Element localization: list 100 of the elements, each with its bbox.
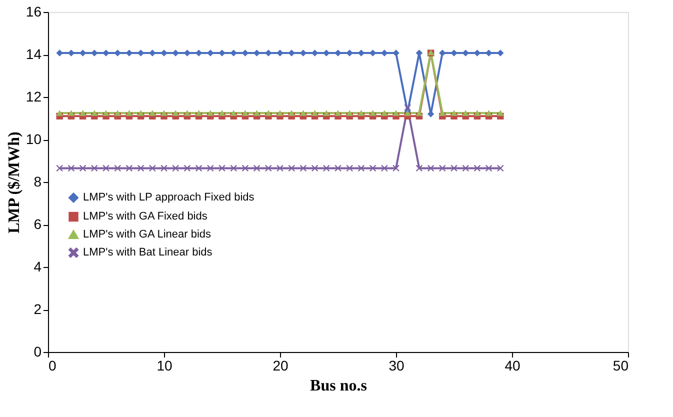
point (56, 110, 63, 116)
point (230, 164, 237, 172)
point (102, 164, 110, 172)
legend-label: LMP's with Bat Linear bids (83, 246, 213, 259)
legend-label: LMP's with GA Fixed bids (83, 210, 208, 223)
point (265, 50, 272, 56)
point (450, 110, 458, 116)
point (392, 50, 400, 56)
point (497, 110, 504, 116)
point (288, 110, 295, 116)
point (172, 50, 179, 56)
point (300, 110, 307, 116)
y-axis-title: LMP ($/MWh) (6, 132, 23, 234)
y-tick-label: 4 (34, 258, 42, 274)
y-tick-label: 2 (34, 301, 42, 317)
x-tick-label: 10 (156, 358, 172, 374)
point (160, 164, 168, 172)
point (79, 110, 86, 116)
point (346, 164, 353, 172)
point (381, 110, 388, 116)
point (102, 50, 110, 56)
point (160, 50, 168, 56)
y-tick-label: 0 (34, 344, 42, 360)
legend-label: LMP's with LP approach Fixed bids (83, 192, 255, 204)
point (439, 110, 446, 116)
point (91, 50, 98, 56)
point (462, 110, 469, 116)
point (218, 50, 226, 56)
point (149, 164, 156, 172)
y-tick-label: 14 (26, 46, 42, 62)
point (276, 110, 284, 116)
y-tick-label: 16 (26, 4, 42, 20)
point (276, 50, 284, 56)
point (230, 110, 237, 116)
x-tick-label: 30 (388, 358, 404, 374)
y-tick-label: 12 (26, 88, 42, 104)
point (381, 50, 388, 56)
point (497, 164, 504, 172)
point (184, 110, 191, 116)
point (334, 110, 342, 116)
point (404, 104, 411, 111)
point (358, 110, 365, 116)
point (114, 164, 121, 172)
point (160, 110, 168, 116)
y-tick-label: 8 (34, 174, 42, 190)
point (381, 164, 388, 172)
point (56, 50, 63, 56)
point (462, 50, 469, 56)
x-tick-label: 50 (612, 358, 629, 374)
x-axis-title: Bus no.s (310, 378, 367, 394)
point (218, 164, 226, 172)
point (149, 110, 156, 116)
point (474, 110, 481, 116)
point (114, 110, 121, 116)
point (172, 164, 179, 172)
point (253, 110, 260, 116)
point (207, 110, 214, 116)
point (265, 110, 272, 116)
point (114, 50, 121, 56)
point (230, 50, 237, 56)
point (265, 164, 272, 172)
point (126, 110, 133, 116)
point (416, 110, 423, 116)
point (439, 50, 446, 56)
point (149, 50, 156, 56)
y-tick-label: 10 (26, 131, 42, 147)
point (102, 110, 110, 116)
point (288, 164, 295, 172)
point (346, 110, 353, 116)
point (346, 50, 353, 56)
point (207, 50, 214, 56)
point (91, 164, 98, 172)
point (56, 164, 63, 172)
point (242, 110, 249, 116)
point (311, 110, 318, 116)
point (450, 164, 458, 172)
point (323, 50, 330, 56)
point (334, 50, 342, 56)
point (137, 110, 144, 116)
x-tick-label: 40 (504, 358, 520, 374)
point (485, 110, 492, 116)
point (276, 164, 284, 172)
point (91, 110, 98, 116)
legend-label: LMP's with GA Linear bids (83, 228, 212, 241)
x-tick-label: 0 (48, 358, 56, 374)
point (450, 50, 458, 56)
point (439, 164, 446, 172)
point (427, 110, 434, 118)
x-tick-label: 20 (272, 358, 288, 374)
point (462, 164, 469, 172)
point (369, 110, 376, 116)
point (288, 50, 295, 56)
point (392, 110, 400, 116)
point (68, 110, 75, 116)
point (172, 110, 179, 116)
point (195, 110, 202, 116)
point (334, 164, 342, 172)
point (392, 164, 400, 172)
point (323, 164, 330, 172)
y-tick-label: 6 (34, 216, 42, 232)
